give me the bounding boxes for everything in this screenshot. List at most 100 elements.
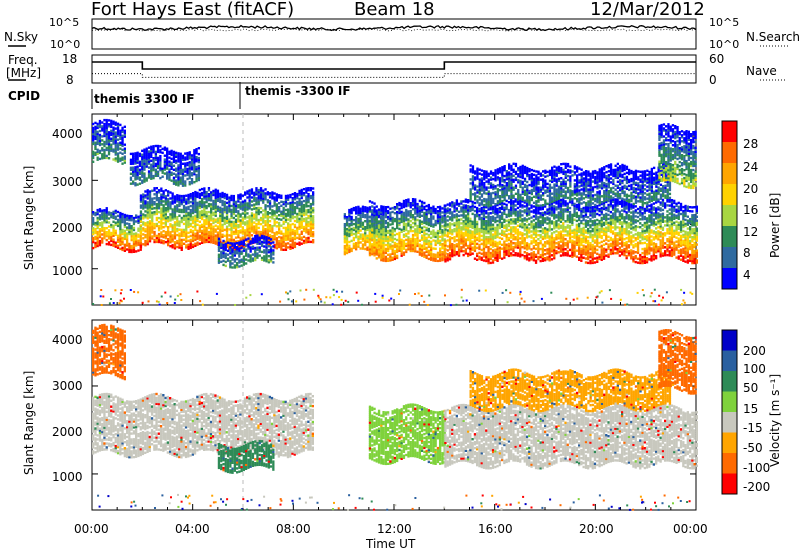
power-cell <box>247 245 250 248</box>
power-cell <box>256 240 259 243</box>
power-cell <box>296 216 299 220</box>
power-cell <box>107 225 111 228</box>
power-cell <box>300 220 303 223</box>
power-cell <box>471 226 474 229</box>
power-cell <box>114 137 117 140</box>
power-cell <box>167 237 170 241</box>
power-cell <box>207 194 211 198</box>
power-cell <box>312 195 315 198</box>
power-cell <box>214 236 217 239</box>
power-cell <box>123 151 126 154</box>
power-cell <box>214 196 217 199</box>
power-cell <box>425 226 428 230</box>
power-cell <box>257 208 260 212</box>
power-cell <box>284 246 288 249</box>
power-cell <box>427 245 430 249</box>
power-cell <box>476 258 479 261</box>
power-cell <box>194 218 197 222</box>
power-cell <box>169 203 172 206</box>
nave-series-line <box>92 73 696 78</box>
power-cell <box>282 200 285 204</box>
power-cell <box>402 213 406 217</box>
power-cell <box>103 152 106 156</box>
power-cell <box>190 174 194 177</box>
power-cell <box>359 225 362 228</box>
power-cell <box>134 172 137 175</box>
power-cell <box>537 230 540 233</box>
xtick-0800: 08:00 <box>276 522 311 536</box>
power-cell <box>448 236 452 239</box>
power-cell <box>166 177 169 180</box>
power-cell <box>519 241 522 244</box>
power-cell <box>110 233 113 237</box>
power-cell <box>496 213 499 217</box>
power-cell <box>194 190 197 194</box>
power-cell <box>244 233 247 236</box>
power-cell <box>391 220 394 224</box>
power-cell <box>382 241 385 244</box>
power-cell <box>107 125 111 128</box>
power-cell <box>293 245 297 249</box>
power-cell <box>248 237 251 240</box>
power-cell <box>179 178 182 181</box>
power-cell <box>119 211 122 215</box>
power-cell <box>132 162 135 165</box>
power-cell <box>420 228 424 231</box>
power-cell <box>166 151 169 154</box>
power-cell <box>427 209 430 213</box>
power-cell <box>516 224 520 227</box>
power-cell <box>457 226 461 229</box>
power-cell <box>268 226 272 229</box>
power-cell <box>291 206 294 210</box>
power-cell <box>516 246 520 249</box>
power-cell <box>259 187 263 190</box>
power-cell <box>387 247 390 251</box>
power-cell <box>96 222 99 226</box>
power-cell <box>432 209 435 212</box>
power-cell <box>136 157 139 160</box>
power-cell <box>259 232 263 236</box>
power-cell <box>546 208 549 211</box>
power-cell <box>480 256 483 259</box>
velocity-colorbar-segment <box>722 371 737 392</box>
power-cell <box>160 233 163 236</box>
power-cell <box>219 198 222 202</box>
power-cell <box>92 134 95 138</box>
power-cell <box>210 193 213 196</box>
power-cell <box>201 223 204 227</box>
power-cell <box>368 239 371 242</box>
power-cell <box>193 155 196 158</box>
power-cell <box>132 216 136 220</box>
power-cell <box>194 238 197 241</box>
power-cell <box>128 216 131 220</box>
power-cell <box>105 207 108 210</box>
power-cell <box>537 210 540 213</box>
power-cell <box>167 234 170 237</box>
power-cell <box>489 235 492 239</box>
power-cell <box>94 211 97 215</box>
power-cell <box>302 203 306 207</box>
power-cell <box>197 160 200 164</box>
power-cell <box>253 213 256 216</box>
power-cell <box>157 224 161 228</box>
power-cell <box>262 199 265 202</box>
power-cell <box>255 224 258 228</box>
power-cell <box>203 197 206 200</box>
power-cell <box>541 207 544 211</box>
power-cell <box>273 212 276 215</box>
power-cell <box>250 188 254 191</box>
power-cell <box>407 242 410 245</box>
power-cell <box>221 213 224 217</box>
power-cell <box>216 191 220 194</box>
power-cell <box>98 129 102 133</box>
power-cell <box>171 196 174 199</box>
power-cell <box>343 213 346 216</box>
power-cell <box>368 208 372 211</box>
power-cell <box>116 130 120 133</box>
power-cell <box>516 228 520 231</box>
power-cell <box>396 256 399 260</box>
power-cell <box>439 227 442 230</box>
power-cell <box>491 207 495 210</box>
power-cell <box>464 240 467 243</box>
power-cell <box>541 219 544 223</box>
